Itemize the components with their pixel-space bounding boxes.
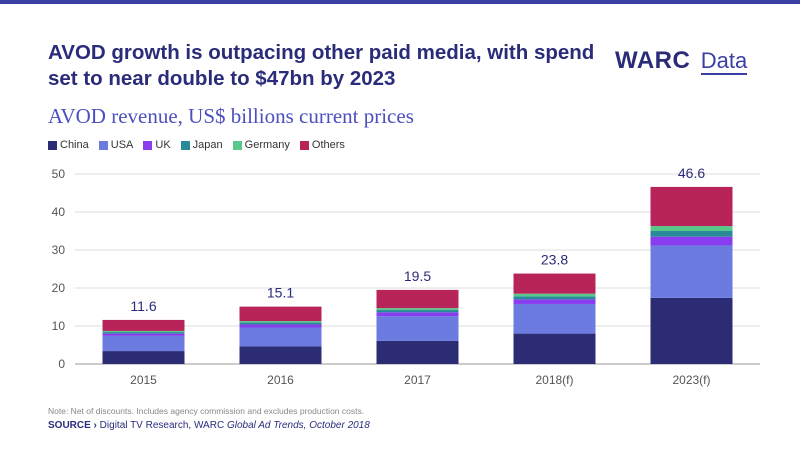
chart-legend: China USA UK Japan Germany Others	[48, 139, 345, 151]
legend-label: Japan	[192, 139, 223, 151]
x-tick-label: 2017	[404, 373, 431, 387]
bar-total-label: 23.8	[541, 252, 568, 268]
bar-segment-china	[239, 346, 322, 364]
bar-segment-germany	[376, 308, 459, 311]
x-tick-label: 2016	[267, 373, 294, 387]
warc-data-logo: WARC Data	[615, 47, 748, 75]
source-publication: Global Ad Trends, October 2018	[226, 420, 370, 431]
bar-segment-usa	[376, 316, 459, 341]
bar-segment-germany	[650, 226, 733, 231]
legend-item-japan: Japan	[180, 139, 223, 151]
bar-segment-others	[376, 289, 459, 309]
bar-segment-japan	[102, 332, 185, 334]
bar-segment-usa	[102, 335, 185, 352]
bar-segment-germany	[239, 321, 322, 323]
y-tick-label: 20	[52, 281, 66, 295]
chart-title: AVOD revenue, US$ billions current price…	[48, 104, 414, 128]
legend-swatch	[143, 140, 153, 150]
bar-segment-germany	[513, 293, 596, 297]
bar-total-label: 11.6	[130, 298, 156, 314]
legend-item-others: Others	[299, 139, 345, 151]
bar-segment-china	[376, 340, 459, 364]
stacked-bar-chart: 0 10 20 30 40 50 11.6 2015 15.1 2016 19.5 2017 23.8 2…	[52, 165, 760, 387]
legend-label: USA	[110, 139, 134, 151]
bar-segment-china	[513, 333, 596, 364]
legend-label: Others	[311, 139, 345, 151]
legend-swatch	[232, 140, 242, 150]
bar-segment-others	[513, 273, 596, 294]
y-tick-label: 0	[58, 357, 65, 371]
legend-swatch	[48, 140, 57, 150]
bar-segment-uk	[102, 333, 185, 336]
x-tick-label: 2023(f)	[672, 373, 710, 387]
legend-swatch	[299, 140, 309, 150]
legend-label: UK	[155, 139, 171, 151]
logo-warc-text: WARC	[615, 47, 691, 74]
y-tick-label: 50	[52, 167, 66, 181]
bar-segment-others	[239, 306, 322, 322]
legend-label: China	[60, 139, 89, 151]
bar-segment-others	[650, 186, 733, 227]
top-accent-bar	[0, 0, 800, 4]
legend-item-china: China	[48, 139, 89, 151]
bar-segment-japan	[239, 322, 322, 325]
y-tick-label: 30	[52, 243, 66, 257]
bar-segment-usa	[650, 245, 733, 298]
legend-item-uk: UK	[143, 139, 171, 151]
legend-item-usa: USA	[98, 139, 134, 151]
bar-segment-others	[102, 319, 185, 331]
bar-segment-usa	[239, 327, 322, 347]
x-tick-label: 2018(f)	[535, 373, 573, 387]
bar-segment-china	[650, 297, 733, 364]
bar-segment-usa	[513, 303, 596, 334]
bar-segment-uk	[650, 236, 733, 246]
legend-item-germany: Germany	[232, 139, 290, 151]
bar-total-label: 19.5	[404, 268, 431, 284]
legend-swatch	[98, 140, 108, 150]
bar-segment-uk	[513, 299, 596, 304]
x-tick-label: 2015	[130, 373, 157, 387]
source-line: SOURCE › Digital TV Research, WARC Globa…	[48, 420, 370, 431]
bar-segment-germany	[102, 330, 185, 333]
legend-label: Germany	[244, 139, 290, 151]
bar-segment-china	[102, 351, 185, 364]
bar-segment-uk	[376, 312, 459, 317]
legend-swatch	[180, 140, 190, 150]
logo-data-text: Data	[700, 48, 748, 75]
bar-segment-japan	[650, 231, 733, 237]
bar-segment-japan	[513, 296, 596, 300]
footnote: Note: Net of discounts. Includes agency …	[48, 406, 365, 416]
bar-total-label: 46.6	[678, 165, 705, 181]
bar-segment-japan	[376, 310, 459, 313]
source-label: SOURCE ›	[48, 420, 97, 431]
headline: AVOD growth is outpacing other paid medi…	[48, 41, 595, 90]
y-tick-label: 40	[52, 205, 66, 219]
y-tick-label: 10	[52, 319, 66, 333]
bar-total-label: 15.1	[267, 285, 294, 301]
bar-segment-uk	[239, 324, 322, 328]
source-text: Digital TV Research, WARC	[96, 420, 227, 431]
